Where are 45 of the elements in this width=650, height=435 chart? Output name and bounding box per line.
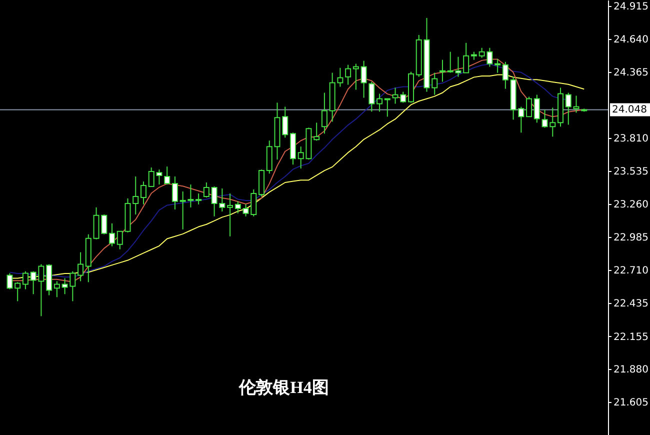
candlestick [502, 61, 508, 90]
candlestick [109, 222, 116, 247]
y-tick-label: 23.260 [614, 200, 648, 211]
candlestick [172, 176, 178, 210]
candlestick [78, 252, 84, 282]
y-tick-label: 22.155 [614, 332, 648, 343]
candlestick [439, 59, 446, 82]
ref-line-label: 24.048 [612, 104, 647, 116]
candlestick [494, 58, 501, 74]
candlestick [14, 282, 21, 302]
y-tick-label: 22.435 [614, 298, 648, 310]
candlestick [314, 122, 320, 142]
candlestick [376, 93, 383, 112]
candlestick [54, 280, 60, 298]
candlestick [432, 72, 438, 96]
candlestick [534, 94, 540, 124]
candlestick [463, 42, 470, 74]
y-tick-label: 22.710 [614, 265, 648, 276]
candlestick [196, 193, 202, 205]
y-tick-label: 22.985 [614, 232, 648, 244]
candlestick [234, 200, 241, 214]
y-tick-label: 21.880 [614, 364, 648, 376]
candlestick [368, 81, 375, 112]
candlestick [345, 64, 352, 86]
candlestick [6, 272, 13, 290]
y-tick-label: 23.535 [614, 166, 648, 178]
candlestick [132, 176, 139, 215]
candlestick [321, 92, 328, 134]
y-tick-label: 21.605 [614, 398, 648, 409]
y-tick-label: 24.365 [614, 67, 648, 78]
candlestick [352, 63, 359, 90]
candlestick [164, 166, 170, 186]
candlestick [22, 270, 28, 290]
candlestick [258, 169, 265, 197]
y-tick-label: 23.810 [614, 134, 648, 145]
candlestick [227, 193, 234, 237]
candlestick [526, 96, 532, 118]
y-tick-label: 24.915 [614, 1, 648, 12]
candlestick [203, 182, 210, 198]
candlestick [384, 98, 390, 118]
y-tick-label: 24.640 [614, 34, 648, 46]
candlestick [360, 60, 367, 98]
text: 伦敦银H4图 [238, 378, 329, 397]
candlestick [140, 181, 146, 205]
candlestick [282, 106, 288, 138]
